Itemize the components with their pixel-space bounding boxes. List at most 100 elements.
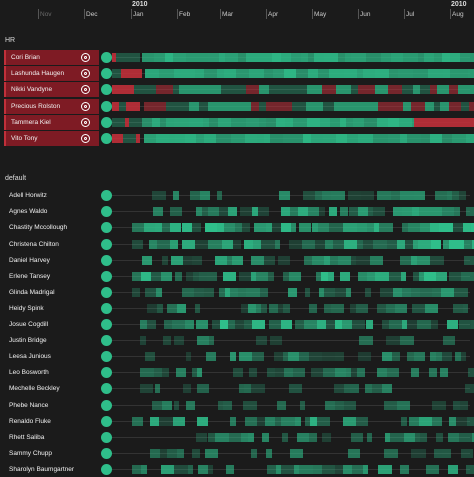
person-name[interactable]: Mechelle Beckley [9, 385, 60, 393]
activity-segment[interactable] [112, 85, 120, 95]
person-name[interactable]: Josue Cogdill [9, 321, 49, 328]
activity-segment[interactable] [278, 255, 290, 265]
person-row[interactable]: Adell Horwitz [4, 188, 474, 203]
activity-segment[interactable] [471, 320, 474, 329]
activity-segment[interactable] [324, 255, 330, 265]
activity-segment[interactable] [442, 134, 452, 143]
person-row[interactable]: Sammy Chupp [4, 446, 474, 461]
activity-segment[interactable] [304, 320, 317, 329]
activity-segment[interactable] [140, 85, 150, 95]
activity-segment[interactable] [276, 464, 281, 474]
activity-segment[interactable] [175, 271, 182, 281]
activity-segment[interactable] [306, 101, 314, 111]
activity-segment[interactable] [140, 368, 154, 378]
activity-segment[interactable] [310, 416, 317, 426]
activity-segment[interactable] [186, 400, 195, 410]
activity-segment[interactable] [461, 352, 466, 362]
person-node[interactable] [101, 254, 112, 266]
activity-segment[interactable] [182, 239, 195, 249]
activity-segment[interactable] [411, 287, 420, 297]
activity-segment[interactable] [470, 53, 474, 62]
activity-segment[interactable] [251, 101, 259, 111]
activity-segment[interactable] [152, 101, 166, 111]
activity-segment[interactable] [260, 287, 268, 297]
activity-segment[interactable] [311, 368, 323, 378]
activity-segment[interactable] [315, 191, 322, 201]
activity-segment[interactable] [208, 207, 219, 217]
activity-segment[interactable] [346, 368, 351, 378]
activity-segment[interactable] [185, 320, 194, 329]
activity-segment[interactable] [356, 303, 368, 313]
activity-segment[interactable] [420, 85, 430, 95]
activity-segment[interactable] [186, 271, 193, 281]
activity-segment[interactable] [136, 134, 140, 143]
activity-segment[interactable] [402, 223, 408, 233]
activity-segment[interactable] [281, 53, 291, 62]
activity-segment[interactable] [468, 69, 474, 79]
activity-segment[interactable] [368, 207, 373, 217]
target-icon[interactable] [81, 134, 90, 143]
activity-segment[interactable] [159, 69, 174, 79]
activity-segment[interactable] [392, 352, 400, 362]
activity-segment[interactable] [277, 400, 286, 410]
activity-segment[interactable] [344, 69, 357, 79]
activity-segment[interactable] [328, 271, 334, 281]
activity-segment[interactable] [289, 239, 302, 249]
activity-segment[interactable] [174, 336, 184, 346]
activity-track[interactable] [112, 400, 474, 410]
activity-segment[interactable] [405, 239, 413, 249]
activity-segment[interactable] [245, 416, 257, 426]
activity-segment[interactable] [142, 255, 152, 265]
activity-segment[interactable] [199, 101, 208, 111]
activity-segment[interactable] [282, 432, 288, 442]
activity-segment[interactable] [448, 464, 458, 474]
activity-segment[interactable] [430, 223, 439, 233]
activity-segment[interactable] [357, 223, 367, 233]
activity-segment[interactable] [315, 239, 325, 249]
activity-segment[interactable] [123, 134, 132, 143]
activity-segment[interactable] [251, 271, 256, 281]
activity-segment[interactable] [151, 271, 161, 281]
activity-segment[interactable] [357, 239, 363, 249]
activity-track[interactable] [112, 432, 474, 442]
activity-segment[interactable] [154, 53, 165, 62]
activity-segment[interactable] [329, 223, 343, 233]
activity-segment[interactable] [389, 320, 402, 329]
target-icon[interactable] [81, 117, 90, 127]
activity-segment[interactable] [220, 320, 228, 329]
activity-segment[interactable] [281, 320, 292, 329]
activity-segment[interactable] [350, 101, 363, 111]
activity-segment[interactable] [173, 416, 185, 426]
activity-segment[interactable] [385, 432, 390, 442]
activity-segment[interactable] [253, 239, 261, 249]
activity-segment[interactable] [144, 223, 155, 233]
activity-segment[interactable] [218, 400, 223, 410]
activity-segment[interactable] [254, 223, 266, 233]
activity-segment[interactable] [417, 320, 431, 329]
activity-segment[interactable] [246, 287, 260, 297]
person-name[interactable]: Justin Bridge [9, 337, 47, 345]
activity-segment[interactable] [125, 69, 132, 79]
activity-segment[interactable] [225, 287, 230, 297]
activity-segment[interactable] [300, 400, 305, 410]
activity-segment[interactable] [209, 336, 214, 346]
activity-segment[interactable] [413, 271, 419, 281]
person-row[interactable]: Daniel Harvey [4, 253, 474, 268]
activity-segment[interactable] [112, 101, 119, 111]
activity-segment[interactable] [303, 134, 311, 143]
activity-segment[interactable] [145, 352, 155, 362]
activity-segment[interactable] [449, 271, 461, 281]
activity-segment[interactable] [330, 255, 338, 265]
activity-segment[interactable] [443, 336, 455, 346]
activity-segment[interactable] [299, 352, 309, 362]
activity-segment[interactable] [352, 464, 363, 474]
activity-segment[interactable] [224, 223, 235, 233]
activity-segment[interactable] [318, 69, 329, 79]
activity-segment[interactable] [141, 464, 147, 474]
activity-segment[interactable] [197, 384, 209, 394]
activity-segment[interactable] [367, 271, 375, 281]
activity-segment[interactable] [344, 239, 357, 249]
activity-segment[interactable] [378, 464, 392, 474]
activity-segment[interactable] [288, 287, 297, 297]
activity-segment[interactable] [249, 69, 264, 79]
